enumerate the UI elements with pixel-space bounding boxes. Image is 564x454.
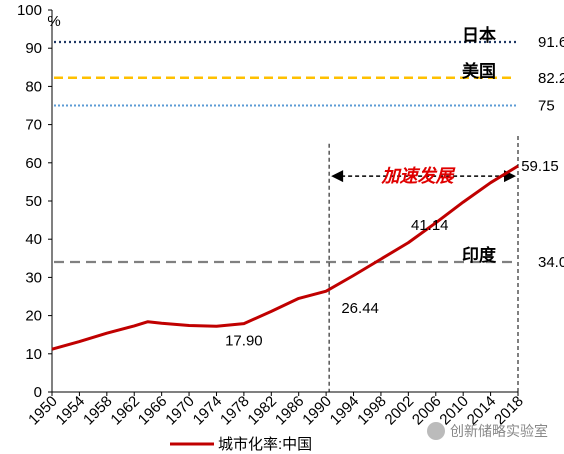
x-tick-label: 2002 (382, 393, 418, 429)
legend-label: 城市化率:中国 (218, 436, 312, 453)
data-label: 26.44 (341, 300, 379, 317)
period-arrow-left (331, 170, 344, 183)
annotation-labels: 17.90 26.44 41.14 59.15 (225, 158, 559, 350)
y-tick-label: 0 (34, 384, 42, 401)
x-tick-label: 1978 (217, 393, 253, 429)
x-tick-label: 1994 (327, 393, 363, 429)
watermark-icon (427, 422, 445, 440)
y-tick-label: 60 (25, 155, 42, 172)
x-tick-label: 1966 (135, 393, 171, 429)
y-tick-label: 30 (25, 269, 42, 286)
y-tick-label: 20 (25, 308, 42, 325)
reference-value-label: 75 (538, 98, 555, 115)
period-label: 加速发展 (381, 166, 457, 186)
reference-value-label: 91.62 (538, 34, 564, 51)
x-tick-label: 1974 (190, 393, 226, 429)
y-tick-label: 50 (25, 193, 42, 210)
y-tick-label: 100 (17, 2, 42, 19)
x-tick-label: 1958 (80, 393, 116, 429)
y-tick-label: 40 (25, 231, 42, 248)
x-tick-label: 1982 (245, 393, 281, 429)
x-tick-label: 1950 (25, 393, 61, 429)
x-tick-label: 1986 (272, 393, 308, 429)
data-label: 17.90 (225, 333, 263, 350)
y-tick-label: 10 (25, 346, 42, 363)
series-line (51, 164, 519, 351)
y-unit-label: % (47, 13, 60, 30)
x-tick-label: 1962 (107, 393, 143, 429)
data-label: 59.15 (521, 158, 559, 175)
reference-value-label: 82.26 (538, 70, 564, 87)
reference-lines: 91.62 日本 82.26 美国 75 34.03 印度 (54, 25, 564, 271)
x-tick-label: 1954 (53, 393, 89, 429)
reference-country-label: 印度 (462, 245, 497, 265)
series-layer (51, 164, 519, 351)
x-tick-label: 1998 (354, 393, 390, 429)
x-tick-label: 1990 (299, 393, 335, 429)
data-label: 41.14 (411, 217, 449, 234)
y-tick-label: 70 (25, 117, 42, 134)
x-tick-label: 1970 (162, 393, 198, 429)
reference-value-label: 34.03 (538, 254, 564, 271)
reference-country-label: 美国 (462, 61, 496, 81)
acceleration-period: 加速发展 (328, 136, 519, 392)
reference-country-label: 日本 (462, 25, 496, 45)
watermark-text: 创新储略实验室 (450, 423, 548, 439)
y-tick-label: 80 (25, 78, 42, 95)
legend: 城市化率:中国 创新储略实验室 (170, 422, 548, 453)
y-tick-label: 90 (25, 40, 42, 57)
axes: 0102030405060708090100%19501954195819621… (17, 2, 527, 428)
